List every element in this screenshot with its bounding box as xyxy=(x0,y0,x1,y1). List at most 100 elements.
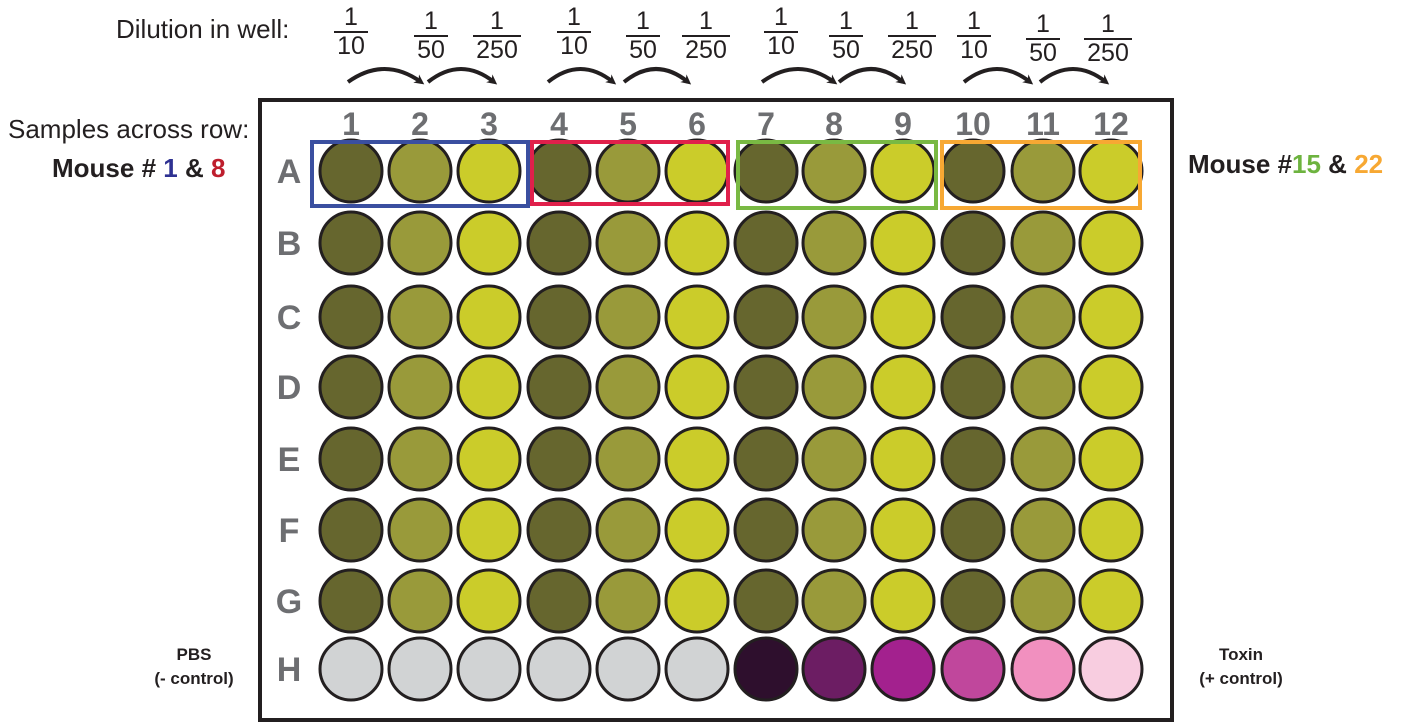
sample-group-boxes xyxy=(310,140,1142,210)
fraction-bar xyxy=(557,31,591,33)
well-H4 xyxy=(526,636,592,702)
well-B2 xyxy=(387,210,453,276)
fraction-numerator: 1 xyxy=(636,7,650,35)
well-B6 xyxy=(664,210,730,276)
mouse-label-left: Mouse # 1 & 8 xyxy=(52,153,225,184)
positive-control-desc: (+ control) xyxy=(1199,669,1283,688)
well-A7 xyxy=(733,138,799,204)
row-label: F xyxy=(279,512,300,550)
well-F2 xyxy=(387,497,453,563)
fraction-bar xyxy=(473,35,521,37)
fraction-bar xyxy=(334,31,368,33)
well-F5 xyxy=(595,497,661,563)
column-label: 5 xyxy=(619,106,637,142)
fraction-denominator: 50 xyxy=(832,36,860,64)
dilution-fraction: 1 50 xyxy=(608,8,678,64)
well-E2 xyxy=(387,426,453,492)
column-label: 10 xyxy=(955,106,991,142)
fraction-denominator: 250 xyxy=(1087,39,1129,67)
samples-label: Samples across row: xyxy=(8,114,250,144)
well-E11 xyxy=(1010,426,1076,492)
sample-group-box xyxy=(530,140,730,206)
fraction-numerator: 1 xyxy=(839,7,853,35)
column-label: 11 xyxy=(1026,106,1060,142)
well-H11 xyxy=(1010,636,1076,702)
mouse-prefix: Mouse # xyxy=(1188,149,1293,179)
dilution-fraction: 1 250 xyxy=(877,8,947,64)
positive-control-label: Toxin (+ control) xyxy=(1180,643,1302,691)
well-G7 xyxy=(733,568,799,634)
fraction-bar xyxy=(626,35,660,37)
well-E7 xyxy=(733,426,799,492)
well-B4 xyxy=(526,210,592,276)
column-label: 3 xyxy=(480,106,498,142)
well-E12 xyxy=(1078,426,1144,492)
well-F3 xyxy=(456,497,522,563)
dilution-arrow xyxy=(346,67,425,85)
dilution-fraction: 1 250 xyxy=(1073,11,1143,67)
mouse-prefix: Mouse # xyxy=(52,153,164,183)
well-C11 xyxy=(1010,284,1076,350)
fraction-denominator: 250 xyxy=(891,36,933,64)
fraction-numerator: 1 xyxy=(1101,10,1115,38)
well-A1 xyxy=(318,138,384,204)
well-D12 xyxy=(1078,354,1144,420)
dilution-fraction: 1 50 xyxy=(396,8,466,64)
row-label: B xyxy=(277,225,302,263)
fraction-bar xyxy=(888,35,936,37)
well-H10 xyxy=(940,636,1006,702)
well-A4 xyxy=(526,138,592,204)
column-label: 7 xyxy=(757,106,775,142)
well-D2 xyxy=(387,354,453,420)
well-C5 xyxy=(595,284,661,350)
well-G12 xyxy=(1078,568,1144,634)
dilution-fraction: 1 10 xyxy=(746,4,816,60)
well-G2 xyxy=(387,568,453,634)
well-H8 xyxy=(801,636,867,702)
sample-group-box xyxy=(310,140,530,208)
well-A5 xyxy=(595,138,661,204)
well-C7 xyxy=(733,284,799,350)
well-D5 xyxy=(595,354,661,420)
sample-group-box xyxy=(940,140,1142,210)
well-B10 xyxy=(940,210,1006,276)
fraction-numerator: 1 xyxy=(490,7,504,35)
dilution-arrows xyxy=(346,67,1110,85)
fraction-bar xyxy=(764,31,798,33)
well-B11 xyxy=(1010,210,1076,276)
well-F9 xyxy=(870,497,936,563)
dilution-arrow xyxy=(622,67,692,85)
fraction-numerator: 1 xyxy=(905,7,919,35)
row-label: A xyxy=(277,153,302,191)
fraction-bar xyxy=(1084,38,1132,40)
column-label: 6 xyxy=(688,106,706,142)
well-D1 xyxy=(318,354,384,420)
well-A9 xyxy=(870,138,936,204)
well-G11 xyxy=(1010,568,1076,634)
fraction-bar xyxy=(414,35,448,37)
well-H1 xyxy=(318,636,384,702)
fraction-numerator: 1 xyxy=(344,3,358,31)
well-A8 xyxy=(801,138,867,204)
well-G10 xyxy=(940,568,1006,634)
well-A10 xyxy=(940,138,1006,204)
dilution-fraction: 1 50 xyxy=(811,8,881,64)
well-A11 xyxy=(1010,138,1076,204)
well-B9 xyxy=(870,210,936,276)
dilution-arrow xyxy=(837,67,907,85)
dilution-arrow xyxy=(1038,67,1110,85)
negative-control-name: PBS xyxy=(176,645,212,664)
well-F7 xyxy=(733,497,799,563)
dilution-arrow xyxy=(760,67,838,85)
well-B1 xyxy=(318,210,384,276)
well-G9 xyxy=(870,568,936,634)
mouse-number-15: 15 xyxy=(1292,149,1321,179)
well-C6 xyxy=(664,284,730,350)
well-E1 xyxy=(318,426,384,492)
negative-control-desc: (- control) xyxy=(154,669,234,688)
well-C8 xyxy=(801,284,867,350)
well-D10 xyxy=(940,354,1006,420)
plate-frame xyxy=(258,98,1174,722)
